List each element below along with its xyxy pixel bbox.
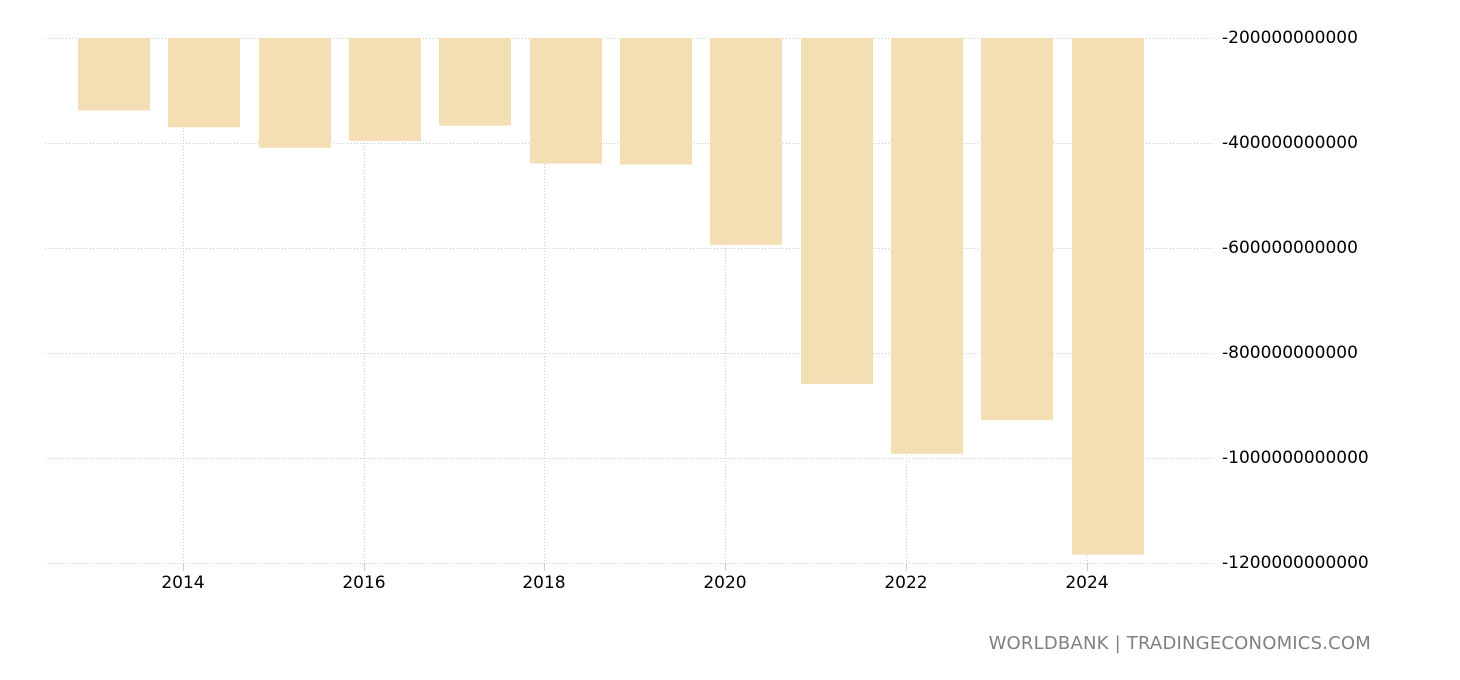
bar-2024 xyxy=(1072,38,1144,555)
bar-2018 xyxy=(530,38,602,164)
bar-2019 xyxy=(620,38,692,165)
bar-2020 xyxy=(710,38,782,245)
bar-2022 xyxy=(891,38,963,454)
y-tick-label: -200000000000 xyxy=(1222,28,1358,48)
bar-2017 xyxy=(439,38,511,126)
x-tick-marks xyxy=(183,563,1088,571)
y-tick-label: -1200000000000 xyxy=(1222,553,1369,573)
x-tick-label: 2020 xyxy=(703,573,747,593)
y-tick-label: -800000000000 xyxy=(1222,343,1358,363)
bar-2013 xyxy=(78,38,150,111)
x-tick-label: 2024 xyxy=(1065,573,1109,593)
bars xyxy=(78,38,1144,555)
x-tick-label: 2018 xyxy=(522,573,566,593)
source-attribution: WORLDBANK | TRADINGECONOMICS.COM xyxy=(988,633,1371,654)
bar-2023 xyxy=(981,38,1053,421)
bar-2014 xyxy=(168,38,240,128)
y-tick-label: -600000000000 xyxy=(1222,238,1358,258)
y-tick-label: -400000000000 xyxy=(1222,133,1358,153)
x-tick-label: 2014 xyxy=(161,573,205,593)
y-tick-label: -1000000000000 xyxy=(1222,448,1369,468)
x-tick-label: 2022 xyxy=(884,573,928,593)
bar-2021 xyxy=(801,38,873,384)
bar-2015 xyxy=(259,38,331,148)
x-tick-label: 2016 xyxy=(342,573,386,593)
bar-2016 xyxy=(349,38,421,141)
